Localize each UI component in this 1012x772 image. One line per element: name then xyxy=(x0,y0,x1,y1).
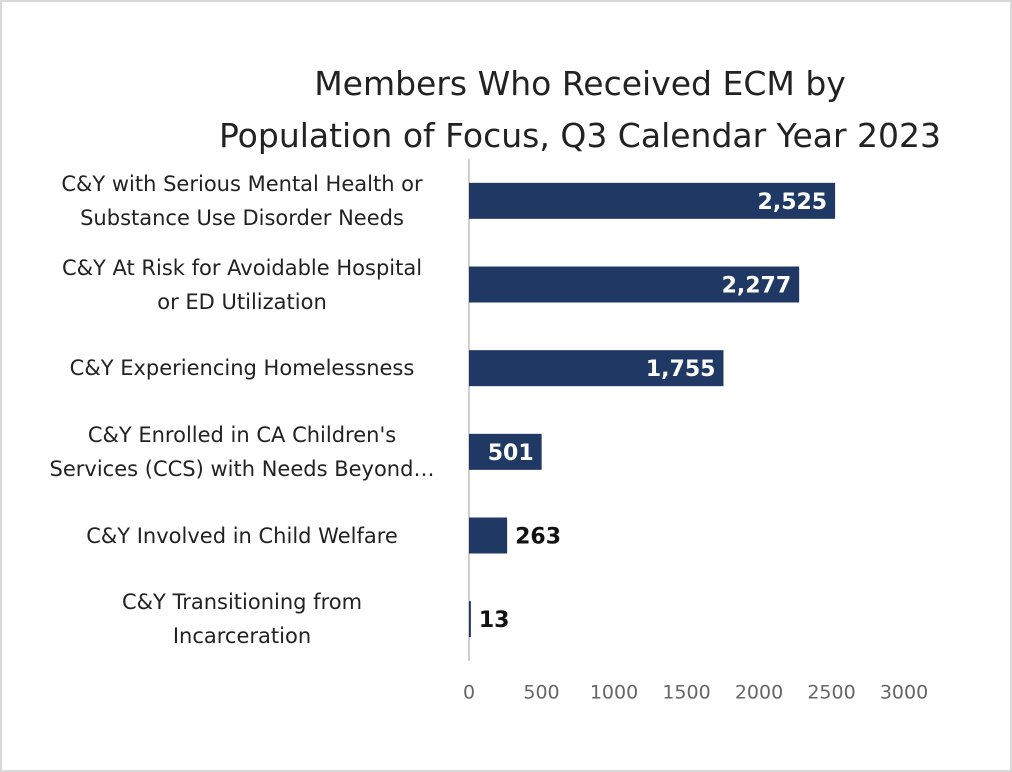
y-tick-label: C&Y with Serious Mental Health or Substa… xyxy=(61,171,423,230)
bar xyxy=(469,517,508,554)
data-label: 263 xyxy=(515,525,561,550)
bar xyxy=(469,182,836,219)
y-tick-label: C&Y Involved in Child Welfare xyxy=(86,523,398,548)
data-label: 2,525 xyxy=(758,190,828,215)
bar xyxy=(469,266,800,303)
bar xyxy=(469,601,471,638)
x-tick-label: 1500 xyxy=(662,682,710,704)
y-tick-label: C&Y Enrolled in CA Children's Services (… xyxy=(49,422,435,481)
x-tick-label: 1000 xyxy=(590,682,638,704)
data-label: 2,277 xyxy=(722,274,792,299)
y-tick-label: C&Y Transitioning from Incarceration xyxy=(121,590,363,649)
bar xyxy=(469,350,724,387)
bar xyxy=(469,433,542,470)
data-label: 501 xyxy=(488,441,534,466)
chart-title: Members Who Received ECM by Population o… xyxy=(218,64,942,155)
x-tick-label: 2500 xyxy=(807,682,855,704)
x-tick-label: 500 xyxy=(523,682,559,704)
data-label: 13 xyxy=(479,608,510,633)
y-tick-label: C&Y At Risk for Avoidable Hospital or ED… xyxy=(61,255,423,314)
y-tick-label: C&Y Experiencing Homelessness xyxy=(69,356,415,381)
x-tick-label: 2000 xyxy=(735,682,783,704)
data-label: 1,755 xyxy=(646,357,716,382)
x-tick-label: 3000 xyxy=(880,682,928,704)
x-tick-label: 0 xyxy=(463,682,475,704)
